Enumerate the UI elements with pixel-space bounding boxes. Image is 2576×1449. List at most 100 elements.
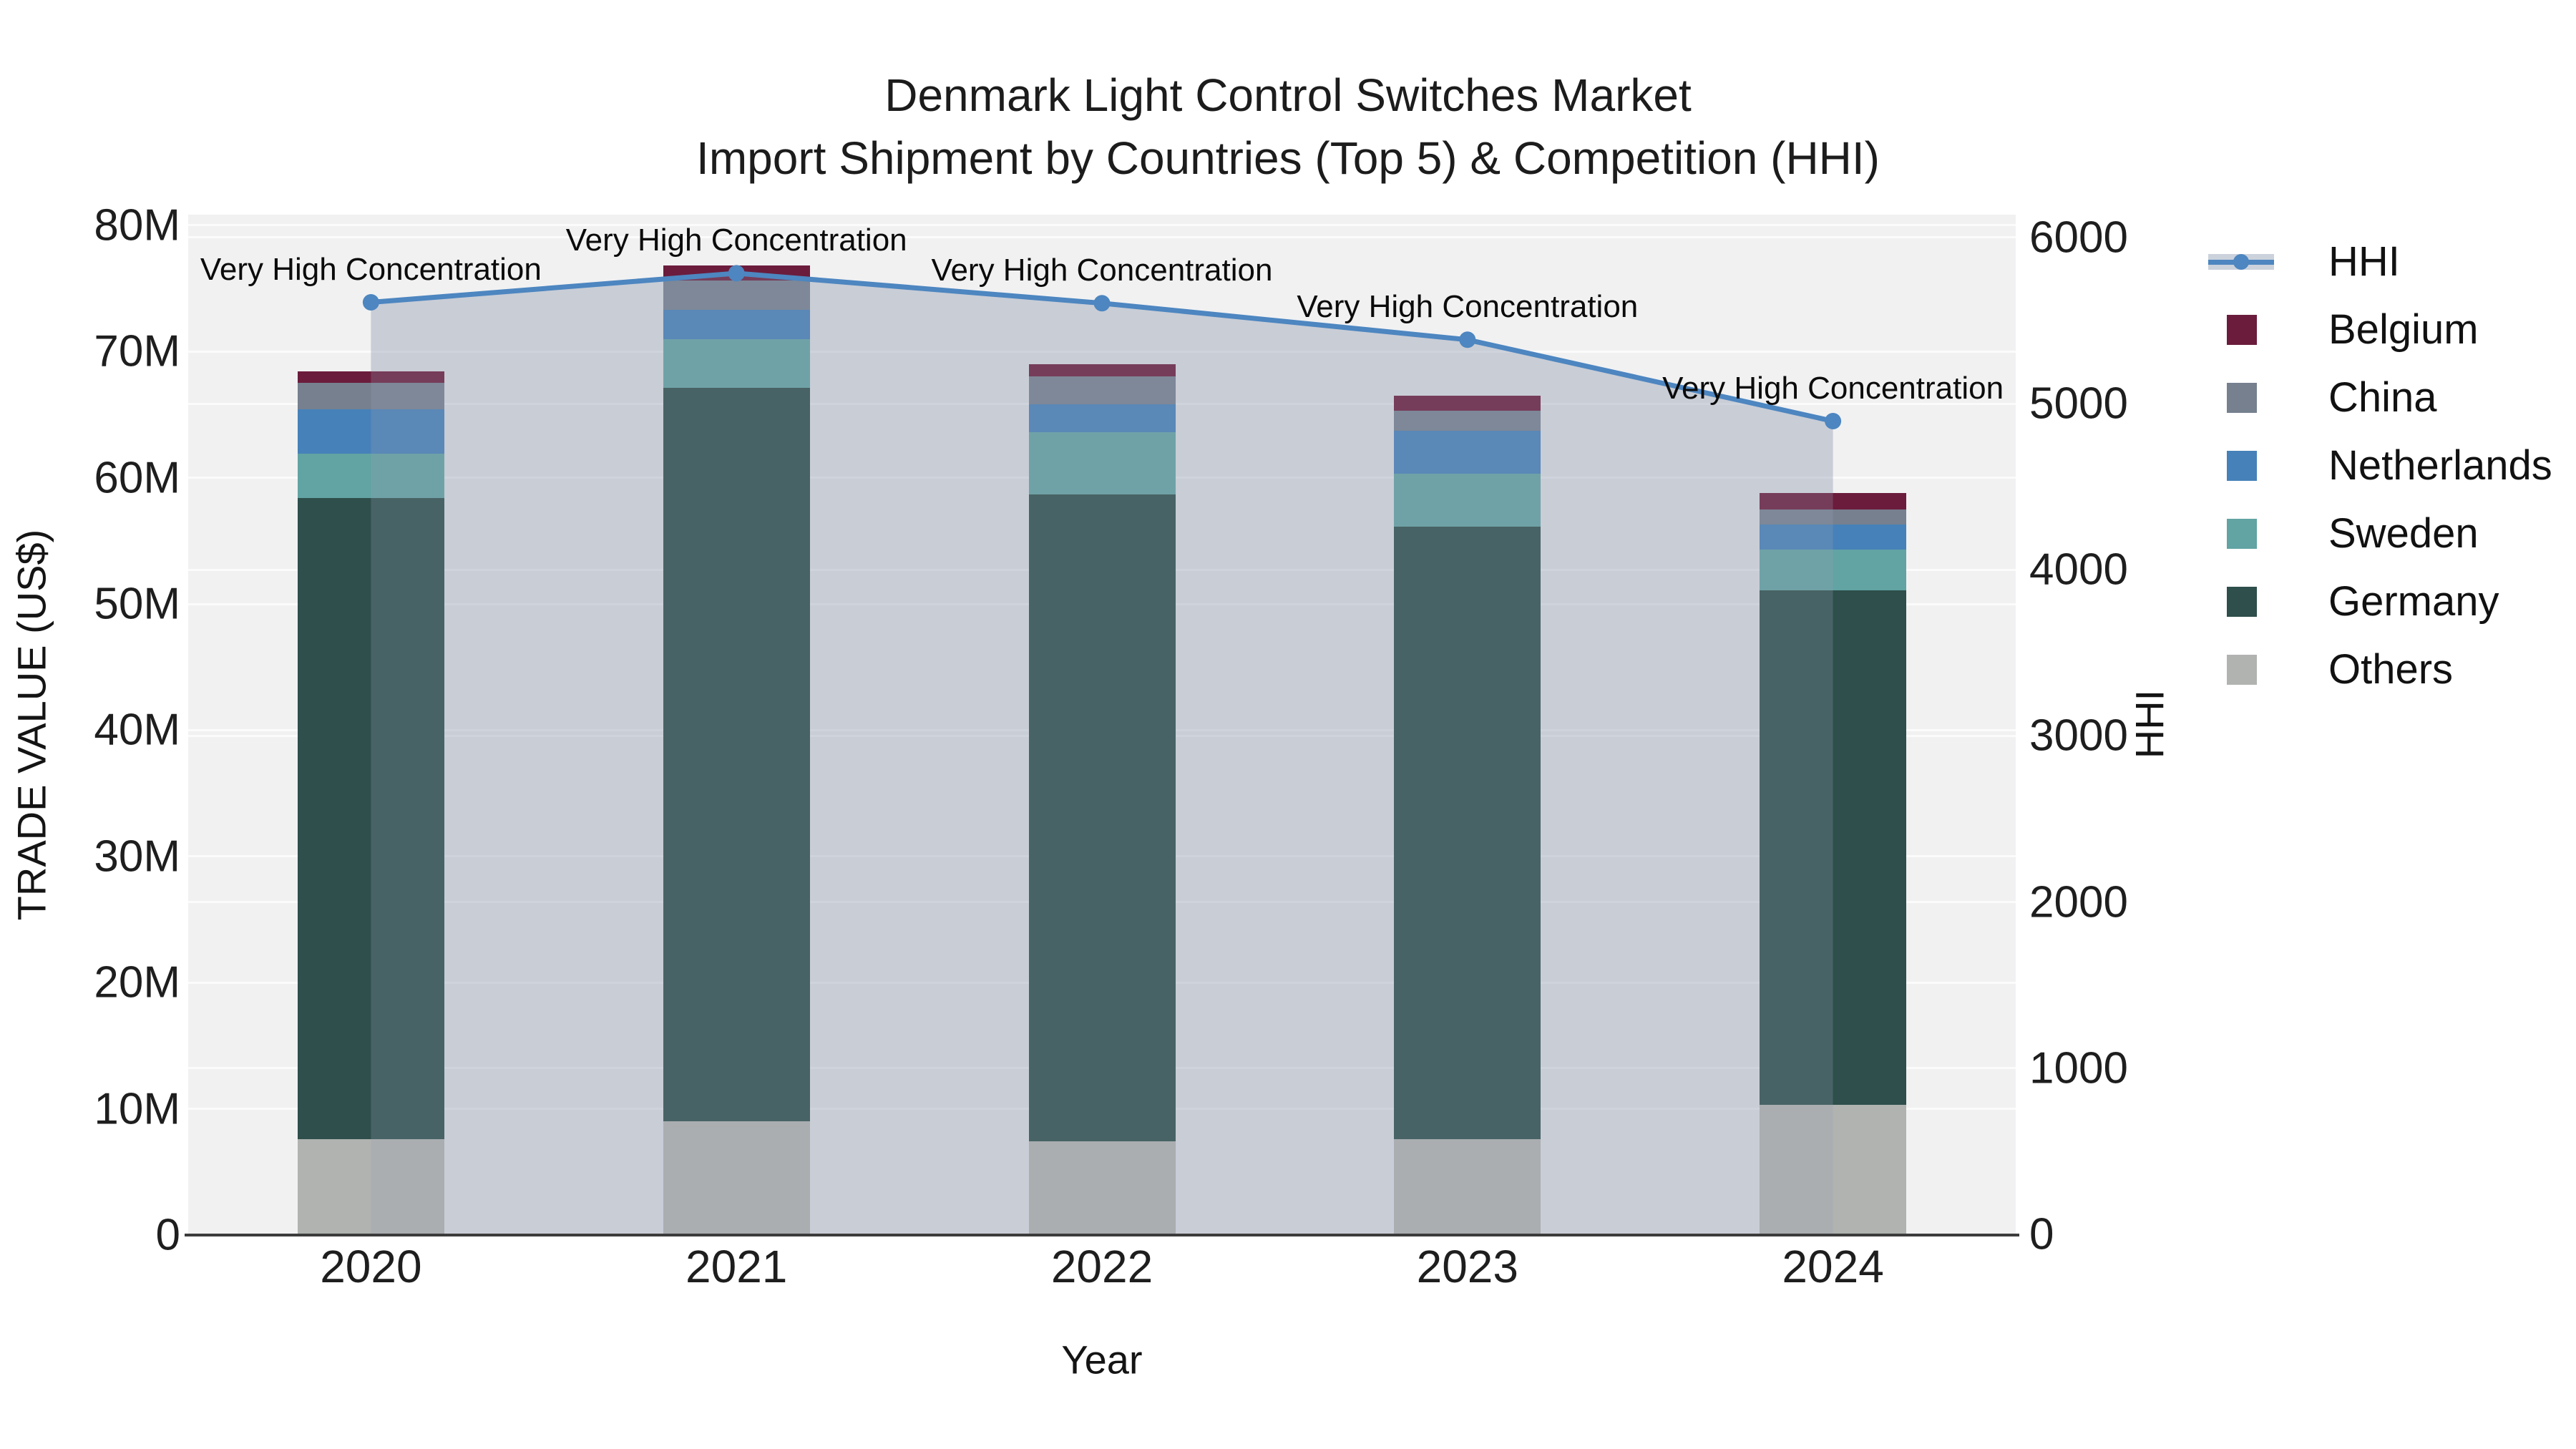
ytick-left-80M: 80M: [94, 200, 180, 250]
legend-item-germany[interactable]: Germany: [2208, 567, 2552, 635]
x-axis-title: Year: [1061, 1337, 1143, 1382]
bar-segment-2020-china: [297, 383, 444, 410]
belgium-swatch-icon: [2208, 313, 2293, 346]
xtick-2022: 2022: [1050, 1241, 1153, 1292]
bar-segment-2024-netherlands: [1760, 524, 1907, 550]
ytick-left-70M: 70M: [94, 326, 180, 376]
xtick-2020: 2020: [320, 1241, 422, 1292]
bar-segment-2022-netherlands: [1028, 404, 1176, 433]
ytick-left-0: 0: [155, 1210, 180, 1260]
bar-segment-2022-others: [1028, 1141, 1176, 1235]
bar-segment-2023-sweden: [1394, 474, 1541, 527]
legend-label-belgium: Belgium: [2328, 306, 2479, 353]
annotation-2024: Very High Concentration: [1662, 370, 2004, 406]
gridline-left-80: [188, 224, 2016, 227]
hhi-line-layer: [362, 265, 1842, 1235]
bar-segment-2024-others: [1760, 1105, 1907, 1235]
others-color-swatch: [2227, 654, 2257, 685]
bar-segment-2023-germany: [1394, 527, 1541, 1139]
bar-segment-2022-china: [1028, 376, 1176, 405]
bar-segment-2023-others: [1394, 1138, 1541, 1235]
xtick-2021: 2021: [686, 1241, 788, 1292]
plot-area: [188, 215, 2016, 1235]
gridline-right-6000: [188, 236, 2016, 239]
bar-segment-2024-belgium: [1760, 492, 1907, 509]
ytick-left-10M: 10M: [94, 1084, 180, 1134]
ytick-left-50M: 50M: [94, 579, 180, 629]
ytick-right-6000: 6000: [2029, 213, 2128, 263]
bar-segment-2022-sweden: [1028, 432, 1176, 494]
bar-segment-2023-netherlands: [1394, 431, 1541, 474]
hhi-area-fill: [371, 273, 1833, 1235]
legend-item-netherlands[interactable]: Netherlands: [2208, 431, 2552, 499]
hhi-marker-2024: [1825, 413, 1842, 430]
sweden-swatch-icon: [2208, 517, 2293, 550]
legend-item-china[interactable]: China: [2208, 364, 2552, 431]
bar-segment-2023-belgium: [1394, 395, 1541, 411]
legend-item-belgium[interactable]: Belgium: [2208, 296, 2552, 364]
xtick-2023: 2023: [1416, 1241, 1518, 1292]
y-axis-left-title: TRADE VALUE (US$): [9, 529, 54, 921]
hhi-marker-2020: [362, 294, 379, 311]
china-color-swatch: [2227, 382, 2257, 413]
ytick-right-4000: 4000: [2029, 545, 2128, 595]
ytick-left-40M: 40M: [94, 705, 180, 755]
annotation-2023: Very High Concentration: [1297, 288, 1639, 324]
china-swatch-icon: [2208, 381, 2293, 414]
hhi-marker-2021: [728, 265, 745, 282]
bar-segment-2021-netherlands: [663, 309, 810, 339]
x-axis-spine: [185, 1234, 2019, 1236]
bar-segment-2020-sweden: [297, 454, 444, 498]
ytick-left-20M: 20M: [94, 957, 180, 1008]
bar-segment-2024-germany: [1760, 590, 1907, 1106]
legend-label-hhi: HHI: [2328, 238, 2400, 285]
sweden-color-swatch: [2227, 518, 2257, 549]
bar-segment-2022-belgium: [1028, 364, 1176, 377]
legend-item-sweden[interactable]: Sweden: [2208, 499, 2552, 567]
hhi-marker-2023: [1459, 331, 1476, 348]
hhi-line-legend-icon: [2208, 245, 2293, 278]
bar-segment-2022-germany: [1028, 494, 1176, 1142]
bar-segment-2021-others: [663, 1121, 810, 1235]
legend-label-netherlands: Netherlands: [2328, 442, 2552, 489]
annotation-2020: Very High Concentration: [200, 251, 542, 287]
legend: HHI Belgium China Netherlands Sweden Germany O…: [2208, 228, 2552, 703]
ytick-left-60M: 60M: [94, 453, 180, 503]
legend-item-others[interactable]: Others: [2208, 635, 2552, 703]
others-swatch-icon: [2208, 653, 2293, 686]
bar-segment-2020-others: [297, 1138, 444, 1235]
germany-color-swatch: [2227, 586, 2257, 617]
ytick-right-1000: 1000: [2029, 1043, 2128, 1093]
chart-title-line1: Denmark Light Control Switches Market: [884, 69, 1692, 121]
bar-segment-2021-sweden: [663, 338, 810, 389]
legend-label-germany: Germany: [2328, 578, 2499, 625]
annotation-2022: Very High Concentration: [931, 252, 1273, 288]
netherlands-swatch-icon: [2208, 449, 2293, 482]
ytick-right-2000: 2000: [2029, 877, 2128, 927]
legend-item-hhi[interactable]: HHI: [2208, 228, 2552, 296]
ytick-right-0: 0: [2029, 1209, 2054, 1259]
hhi-marker-2022: [1093, 295, 1111, 312]
stacked-bars-layer: [188, 215, 2016, 1235]
bar-segment-2024-sweden: [1760, 550, 1907, 590]
belgium-color-swatch: [2227, 314, 2257, 345]
annotation-2021: Very High Concentration: [565, 222, 907, 258]
hhi-marker-legend-dot: [2233, 253, 2249, 270]
netherlands-color-swatch: [2227, 450, 2257, 481]
ytick-left-30M: 30M: [94, 831, 180, 882]
ytick-right-5000: 5000: [2029, 379, 2128, 429]
bar-segment-2021-china: [663, 280, 810, 310]
bar-segment-2024-china: [1760, 509, 1907, 525]
germany-swatch-icon: [2208, 585, 2293, 618]
y-axis-right-title: HHI: [2127, 689, 2172, 759]
ytick-right-3000: 3000: [2029, 711, 2128, 761]
gridline-left-70: [188, 350, 2016, 353]
bar-segment-2020-germany: [297, 497, 444, 1139]
bar-segment-2023-china: [1394, 411, 1541, 431]
chart-title-line2: Import Shipment by Countries (Top 5) & C…: [696, 132, 1880, 184]
bar-segment-2021-germany: [663, 388, 810, 1122]
legend-label-china: China: [2328, 374, 2437, 421]
legend-label-others: Others: [2328, 646, 2454, 693]
legend-label-sweden: Sweden: [2328, 510, 2479, 557]
